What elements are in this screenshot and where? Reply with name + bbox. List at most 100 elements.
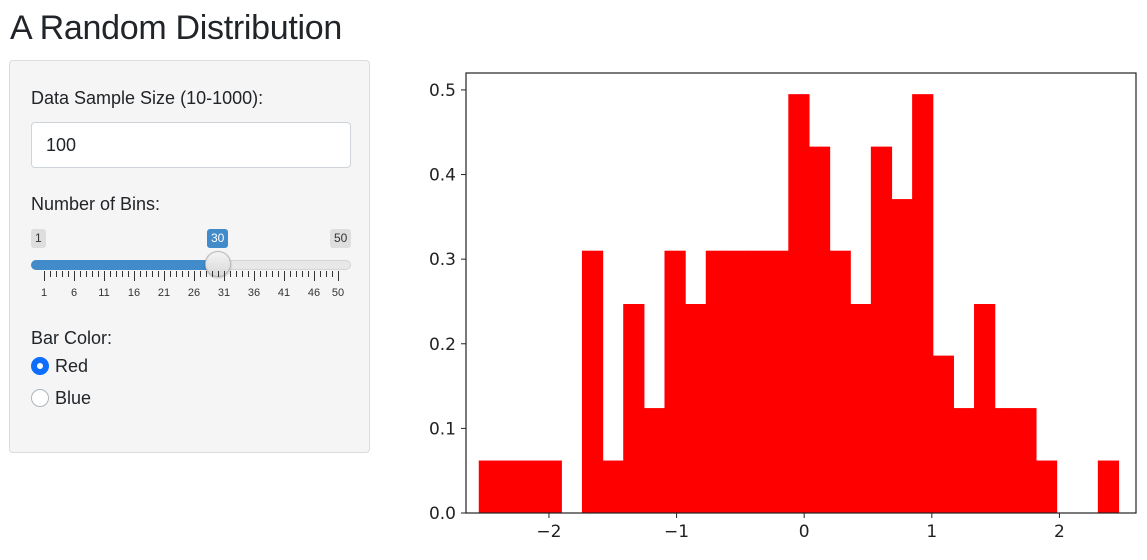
slider-minor-tick — [200, 271, 201, 277]
slider-tick-label: 26 — [187, 287, 201, 299]
slider-tick-label: 46 — [307, 287, 321, 299]
sidebar-panel: Data Sample Size (10-1000): Number of Bi… — [9, 60, 370, 453]
sample-size-input[interactable] — [31, 122, 351, 168]
histogram-bar — [478, 460, 500, 513]
histogram-bar — [870, 146, 893, 513]
radio-red-button[interactable] — [31, 357, 49, 375]
histogram-bar — [788, 94, 810, 514]
slider-minor-tick — [170, 271, 171, 277]
slider-tick-label: 36 — [247, 287, 261, 299]
slider-minor-tick — [212, 271, 213, 277]
slider-minor-tick — [242, 271, 243, 277]
slider-minor-tick — [302, 271, 303, 277]
histogram-bar — [705, 250, 727, 513]
histogram-bar — [953, 408, 975, 513]
slider-minor-tick — [332, 271, 333, 277]
slider-tick-label: 50 — [331, 287, 345, 299]
slider-tick-label: 11 — [98, 287, 110, 299]
slider-minor-tick — [272, 271, 273, 277]
histogram-bar — [685, 304, 707, 513]
x-tick-label: 2 — [1054, 522, 1065, 542]
histogram-bar — [850, 304, 872, 513]
slider-minor-tick — [320, 271, 321, 277]
histogram-bar — [520, 460, 542, 513]
histogram-bar — [726, 250, 748, 513]
sample-size-label: Data Sample Size (10-1000): — [31, 88, 264, 108]
slider-major-tick — [254, 271, 255, 281]
y-tick-label: 0.4 — [429, 166, 456, 186]
slider-tick-label: 6 — [70, 287, 78, 299]
histogram-bar — [623, 304, 645, 513]
slider-minor-tick — [80, 271, 81, 277]
radio-option-red[interactable]: Red — [31, 355, 88, 377]
slider-minor-tick — [110, 271, 111, 277]
slider-minor-tick — [206, 271, 207, 277]
y-tick-label: 0.3 — [429, 250, 456, 270]
slider-tick-label: 16 — [127, 287, 141, 299]
bins-slider-fill — [31, 260, 218, 270]
slider-major-tick — [104, 271, 105, 281]
histogram-bar — [912, 94, 934, 514]
histogram-bar — [747, 250, 769, 513]
slider-minor-tick — [290, 271, 291, 277]
radio-blue-button[interactable] — [31, 389, 49, 407]
slider-minor-tick — [176, 271, 177, 277]
slider-minor-tick — [140, 271, 141, 277]
slider-minor-tick — [248, 271, 249, 277]
histogram-bar — [581, 250, 604, 513]
histogram-bar — [664, 250, 686, 513]
x-tick-label: −2 — [536, 522, 561, 542]
slider-tick-label: 1 — [40, 287, 48, 299]
slider-minor-tick — [236, 271, 237, 277]
slider-minor-tick — [218, 271, 219, 277]
slider-major-tick — [164, 271, 165, 281]
slider-major-tick — [134, 271, 135, 281]
slider-minor-tick — [308, 271, 309, 277]
x-tick-label: 1 — [926, 522, 937, 542]
slider-minor-tick — [86, 271, 87, 277]
slider-minor-tick — [146, 271, 147, 277]
slider-tick-label: 21 — [157, 287, 171, 299]
slider-major-tick — [194, 271, 195, 281]
histogram-bar — [1097, 460, 1120, 513]
histogram-bar — [1015, 408, 1037, 513]
histogram-bar — [808, 146, 831, 513]
radio-blue-label[interactable]: Blue — [55, 387, 92, 408]
histogram-plot: −2 −1 0 1 2 0.0 0.1 0.2 0.3 0.4 0.5 — [429, 72, 1137, 542]
y-tick-label: 0.2 — [429, 335, 456, 355]
slider-minor-tick — [182, 271, 183, 277]
slider-minor-tick — [278, 271, 279, 277]
slider-minor-tick — [98, 271, 99, 277]
slider-tick-label: 41 — [277, 287, 291, 299]
histogram-bar — [540, 460, 562, 513]
x-tick-label: 0 — [799, 522, 810, 542]
slider-minor-tick — [128, 271, 129, 277]
slider-minor-tick — [116, 271, 117, 277]
histogram-bar — [932, 355, 954, 513]
slider-min-badge: 1 — [31, 229, 46, 248]
histogram-bar — [994, 408, 1016, 513]
y-tick-label: 0.5 — [429, 81, 456, 101]
slider-minor-tick — [158, 271, 159, 277]
slider-minor-tick — [260, 271, 261, 277]
bar-color-label: Bar Color: — [31, 328, 113, 348]
slider-major-tick — [314, 271, 315, 281]
slider-minor-tick — [152, 271, 153, 277]
histogram-bar — [643, 408, 666, 513]
histogram-bar — [1035, 460, 1058, 513]
slider-tick-label: 31 — [217, 287, 231, 299]
x-tick-label: −1 — [664, 522, 689, 542]
slider-minor-tick — [326, 271, 327, 277]
slider-minor-tick — [266, 271, 267, 277]
slider-minor-tick — [68, 271, 69, 277]
radio-red-label[interactable]: Red — [55, 355, 89, 376]
y-tick-label: 0.0 — [429, 504, 456, 524]
histogram-bar — [891, 199, 913, 514]
slider-minor-tick — [92, 271, 93, 277]
slider-minor-tick — [230, 271, 231, 277]
slider-major-tick — [74, 271, 75, 281]
slider-minor-tick — [50, 271, 51, 277]
histogram-bar — [499, 460, 521, 513]
radio-option-blue[interactable]: Blue — [31, 387, 91, 409]
histogram-bar — [767, 250, 789, 513]
